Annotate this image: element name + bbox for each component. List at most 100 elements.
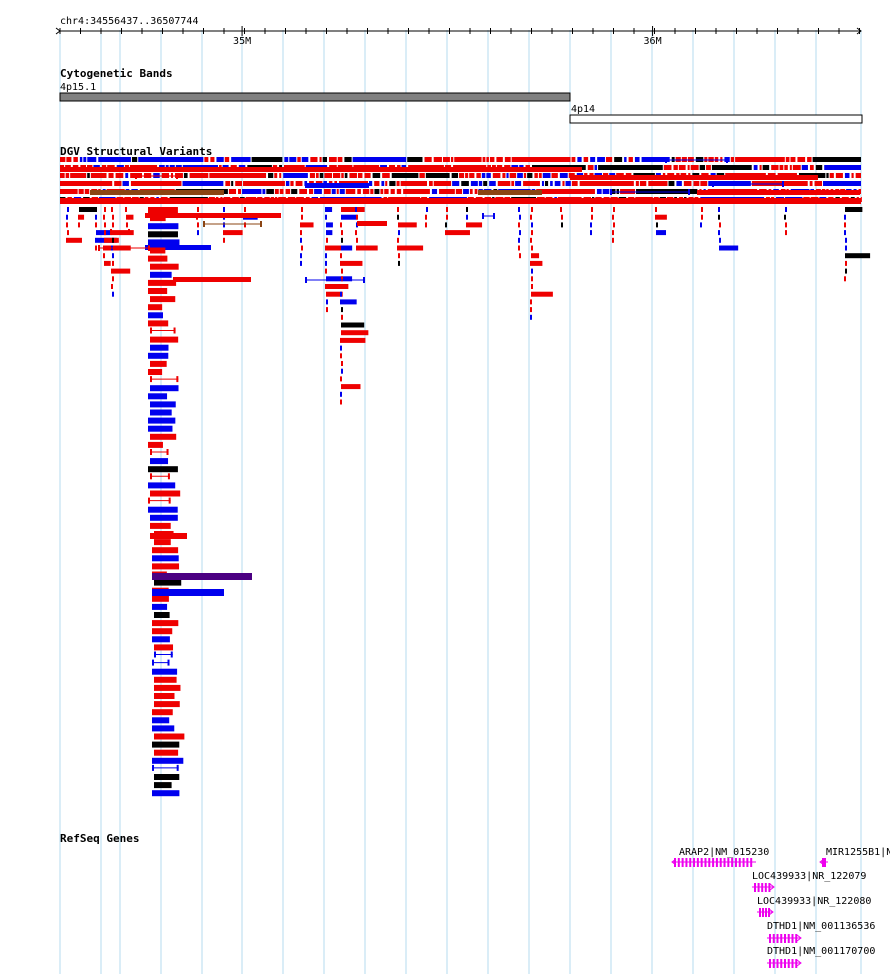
- gene-exon[interactable]: [696, 858, 699, 867]
- sv-feature[interactable]: [148, 466, 178, 473]
- sv-feature[interactable]: [170, 651, 173, 658]
- sv-feature[interactable]: [809, 165, 814, 170]
- sv-feature[interactable]: [268, 173, 274, 178]
- sv-feature[interactable]: [203, 221, 205, 227]
- gene-label[interactable]: LOC439933|NR_122079: [752, 871, 866, 882]
- sv-feature[interactable]: [792, 165, 801, 170]
- sv-feature[interactable]: [323, 189, 331, 194]
- sv-feature[interactable]: [542, 173, 551, 178]
- sv-feature[interactable]: [150, 514, 178, 521]
- sv-feature[interactable]: [844, 276, 846, 282]
- sv-feature[interactable]: [860, 197, 862, 202]
- sv-feature[interactable]: [148, 223, 179, 230]
- sv-feature[interactable]: [826, 173, 829, 178]
- sv-feature[interactable]: [168, 497, 171, 504]
- sv-feature[interactable]: [152, 573, 252, 580]
- sv-feature[interactable]: [300, 253, 302, 259]
- sv-feature[interactable]: [150, 215, 166, 222]
- sv-feature[interactable]: [389, 181, 396, 186]
- sv-feature[interactable]: [790, 157, 796, 162]
- sv-feature[interactable]: [363, 277, 365, 283]
- sv-feature[interactable]: [785, 157, 790, 162]
- sv-feature[interactable]: [855, 173, 861, 178]
- sv-feature[interactable]: [439, 189, 455, 194]
- sv-feature[interactable]: [204, 157, 209, 162]
- gene-exon[interactable]: [765, 908, 767, 917]
- gene-exon[interactable]: [780, 959, 783, 968]
- sv-feature[interactable]: [823, 181, 861, 186]
- sv-feature[interactable]: [223, 207, 225, 212]
- sv-feature[interactable]: [531, 222, 533, 228]
- sv-feature[interactable]: [150, 409, 172, 416]
- sv-feature[interactable]: [150, 522, 171, 529]
- sv-feature[interactable]: [341, 245, 353, 251]
- sv-feature[interactable]: [398, 260, 400, 266]
- sv-feature[interactable]: [530, 299, 532, 305]
- sv-feature[interactable]: [362, 189, 370, 194]
- sv-feature[interactable]: [284, 157, 289, 162]
- gene-exon[interactable]: [681, 858, 684, 867]
- sv-feature[interactable]: [148, 207, 178, 213]
- sv-feature[interactable]: [150, 385, 179, 392]
- sv-feature[interactable]: [224, 157, 230, 162]
- sv-feature[interactable]: [370, 189, 374, 194]
- sv-feature[interactable]: [154, 749, 179, 756]
- sv-feature[interactable]: [148, 506, 178, 513]
- sv-feature[interactable]: [325, 284, 349, 289]
- sv-feature[interactable]: [111, 207, 113, 212]
- sv-feature[interactable]: [518, 245, 520, 251]
- sv-feature[interactable]: [66, 237, 82, 243]
- sv-feature[interactable]: [697, 190, 860, 195]
- sv-feature[interactable]: [431, 189, 438, 194]
- sv-feature[interactable]: [785, 230, 787, 236]
- sv-feature[interactable]: [425, 173, 450, 178]
- sv-feature[interactable]: [829, 173, 834, 178]
- sv-feature[interactable]: [461, 181, 469, 186]
- sv-feature[interactable]: [397, 237, 399, 243]
- sv-feature[interactable]: [381, 181, 385, 186]
- sv-feature[interactable]: [341, 173, 344, 178]
- sv-feature[interactable]: [489, 157, 495, 162]
- sv-feature[interactable]: [340, 299, 357, 305]
- sv-feature[interactable]: [152, 595, 169, 602]
- sv-feature[interactable]: [511, 181, 515, 186]
- gene-exon[interactable]: [677, 858, 680, 867]
- sv-feature[interactable]: [112, 222, 114, 228]
- sv-feature[interactable]: [266, 189, 274, 194]
- sv-feature[interactable]: [541, 181, 544, 186]
- sv-feature[interactable]: [326, 299, 328, 305]
- sv-feature[interactable]: [225, 181, 231, 186]
- sv-feature[interactable]: [145, 245, 211, 250]
- sv-feature[interactable]: [482, 157, 486, 162]
- sv-feature[interactable]: [228, 189, 237, 194]
- sv-feature[interactable]: [429, 181, 433, 186]
- sv-feature[interactable]: [425, 222, 427, 228]
- sv-feature[interactable]: [150, 449, 152, 455]
- sv-feature[interactable]: [356, 245, 378, 251]
- sv-feature[interactable]: [152, 603, 168, 610]
- gene-exon[interactable]: [769, 959, 771, 968]
- gene-exon[interactable]: [708, 858, 711, 867]
- sv-feature[interactable]: [150, 271, 172, 278]
- sv-feature[interactable]: [424, 157, 432, 162]
- sv-feature[interactable]: [583, 157, 589, 162]
- sv-feature[interactable]: [771, 165, 779, 170]
- sv-feature[interactable]: [634, 157, 640, 162]
- sv-feature[interactable]: [693, 181, 700, 186]
- sv-feature[interactable]: [154, 701, 180, 708]
- sv-feature[interactable]: [223, 230, 243, 236]
- sv-feature[interactable]: [325, 207, 333, 212]
- sv-feature[interactable]: [779, 165, 784, 170]
- sv-feature[interactable]: [605, 157, 613, 162]
- sv-feature[interactable]: [301, 157, 309, 162]
- sv-feature[interactable]: [341, 330, 369, 336]
- gene-exon[interactable]: [731, 858, 734, 867]
- sv-feature[interactable]: [613, 207, 615, 212]
- sv-feature[interactable]: [60, 167, 582, 172]
- gene-exon[interactable]: [727, 858, 730, 867]
- sv-feature[interactable]: [538, 173, 542, 178]
- sv-feature[interactable]: [469, 173, 475, 178]
- gene-exon[interactable]: [704, 858, 707, 867]
- gene-exon[interactable]: [762, 908, 764, 917]
- sv-feature[interactable]: [356, 237, 358, 243]
